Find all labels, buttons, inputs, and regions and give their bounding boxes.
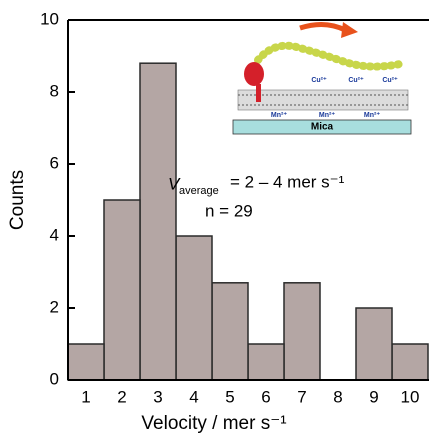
y-tick-label: 4 [50,225,59,244]
annotation-symbol: V [168,174,181,193]
bar [175,235,213,381]
membrane [237,89,409,111]
x-tick-label: 4 [189,387,198,406]
bar [103,199,141,381]
annotation-text: = 2 – 4 mer s⁻¹ [230,172,345,191]
ion-label: Mn²⁺ [271,112,287,119]
mica-substrate [232,119,412,135]
x-tick-label: 8 [333,387,342,406]
mica-label: Mica [311,122,334,133]
anchor [256,84,261,102]
bar [211,282,249,381]
motor-protein [244,62,264,86]
ion-label: Mn²⁺ [319,112,335,119]
x-axis-title: Velocity / mer s⁻¹ [141,413,286,434]
y-tick-label: 0 [50,369,59,388]
x-tick-label: 3 [153,387,162,406]
y-tick-label: 10 [40,9,59,28]
y-tick-label: 2 [50,297,59,316]
annotation-n: n = 29 [205,201,253,220]
y-axis-title: Counts [7,170,28,230]
x-tick-label: 9 [369,387,378,406]
x-tick-label: 7 [297,387,306,406]
bar [355,307,393,381]
annotation-subscript: average [179,185,219,197]
bead-chain [254,41,404,71]
inset-diagram: Mica Cu²⁺ Cu²⁺ Cu²⁺ Mn²⁺ Mn²⁺ Mn²⁺ [232,22,412,135]
bar [283,282,321,381]
bar [391,343,429,381]
ion-label: Mn²⁺ [364,112,380,119]
x-tick-label: 5 [225,387,234,406]
x-tick-label: 10 [401,387,420,406]
ion-label: Cu²⁺ [382,77,398,84]
bar [247,343,285,381]
ion-label: Cu²⁺ [348,77,364,84]
motion-arrowhead [341,22,358,38]
ion-label: Cu²⁺ [311,77,327,84]
x-tick-label: 1 [81,387,90,406]
y-tick-label: 8 [50,81,59,100]
bar [67,343,105,381]
bar [139,62,177,381]
x-tick-label: 2 [117,387,126,406]
x-tick-label: 6 [261,387,270,406]
motion-arrow [299,22,347,33]
y-tick-label: 6 [50,153,59,172]
